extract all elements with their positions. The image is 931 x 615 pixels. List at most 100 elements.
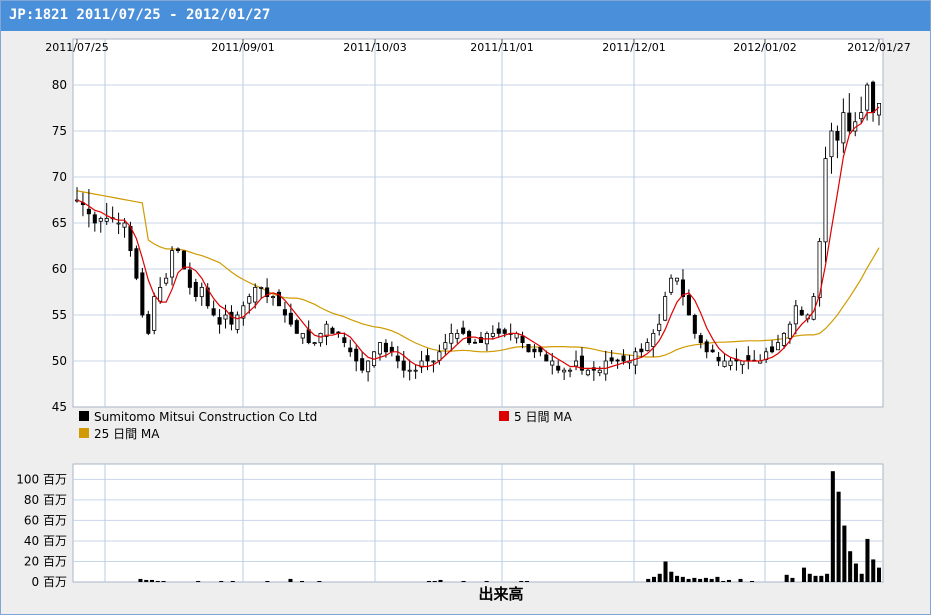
- volume-bar: [230, 580, 235, 582]
- volume-bar: [721, 580, 726, 582]
- volume-bar: [686, 578, 691, 582]
- candle-body: [817, 240, 822, 298]
- candle-body: [146, 314, 151, 334]
- ma5-layer: [76, 106, 880, 369]
- volume-y-tick-label: 100 百万: [16, 472, 67, 486]
- candle-body: [781, 332, 786, 346]
- legend-label: Sumitomo Mitsui Construction Co Ltd: [94, 410, 317, 424]
- candle-body: [455, 332, 460, 339]
- candle-body: [674, 277, 680, 282]
- candle-body: [116, 222, 121, 225]
- volume-bar: [865, 538, 870, 582]
- y-tick-label: 55: [52, 308, 67, 322]
- volume-bar: [871, 559, 876, 582]
- volume-bar: [836, 491, 841, 582]
- candle-body: [573, 360, 579, 367]
- volume-bar: [703, 577, 708, 582]
- volume-bar: [265, 580, 270, 582]
- volume-y-tick-label: 20 百万: [24, 554, 67, 568]
- candle-body: [639, 348, 644, 353]
- y-tick-label: 60: [52, 262, 67, 276]
- candle-body: [389, 346, 394, 353]
- volume-y-tick-label: 60 百万: [24, 513, 67, 527]
- volume-bar: [853, 563, 858, 582]
- volume-bar: [692, 577, 697, 582]
- candle-body: [449, 332, 454, 344]
- chart-svg: 2011/07/25 2011/09/01 2011/10/03 2011/11/01…: [16, 38, 911, 603]
- x-tick-label: 2011/07/25: [45, 41, 108, 54]
- volume-bar: [819, 575, 824, 582]
- volume-bar: [675, 575, 680, 582]
- volume-bar: [807, 573, 812, 582]
- volume-bar: [784, 574, 789, 582]
- candle-body: [841, 112, 846, 144]
- candle-body: [651, 332, 656, 347]
- candles-layer: [74, 80, 882, 382]
- y-tick-label: 75: [52, 124, 67, 138]
- candle-body: [223, 314, 228, 320]
- candle-body: [550, 360, 555, 366]
- candle-body: [354, 348, 359, 362]
- volume-bar: [726, 579, 732, 582]
- candle-body: [526, 344, 531, 353]
- candle-body: [829, 130, 834, 158]
- legend-label: 5 日間 MA: [514, 410, 573, 424]
- candle-body: [722, 360, 727, 367]
- candle-body: [478, 337, 484, 344]
- candle-body: [288, 312, 293, 325]
- candle-body: [152, 296, 157, 331]
- candle-body: [330, 327, 335, 334]
- volume-bar: [842, 525, 847, 582]
- candle-body: [342, 337, 347, 343]
- candle-body: [98, 217, 103, 222]
- volume-bar: [813, 575, 818, 582]
- candle-body: [835, 130, 840, 141]
- y-tick-label: 45: [52, 400, 67, 414]
- volume-bar: [801, 567, 807, 582]
- volume-bar: [155, 580, 160, 582]
- candle-body: [544, 354, 549, 362]
- x-tick-label: 2011/12/01: [602, 41, 665, 54]
- volume-bar: [144, 579, 149, 582]
- candle-body: [443, 342, 448, 350]
- ma25-layer: [76, 190, 880, 358]
- candle-body: [377, 342, 383, 355]
- volume-bar: [698, 578, 703, 582]
- x-tick-label: 2011/09/01: [211, 41, 274, 54]
- candle-body: [312, 342, 317, 345]
- candle-body: [562, 369, 567, 373]
- volume-bar: [219, 580, 224, 582]
- candle-body: [496, 328, 501, 334]
- volume-bar: [646, 578, 651, 582]
- candle-body: [413, 369, 418, 372]
- candle-body: [532, 348, 537, 353]
- candle-body: [568, 369, 573, 372]
- candle-body: [704, 341, 709, 353]
- candle-body: [348, 347, 353, 353]
- candle-body: [306, 329, 311, 343]
- candle-body: [692, 315, 697, 334]
- candle-body: [663, 296, 668, 321]
- candle-body: [876, 103, 882, 116]
- candle-body: [490, 332, 495, 337]
- chart-title: JP:1821 2011/07/25 - 2012/01/27: [9, 7, 271, 23]
- candle-body: [645, 342, 650, 351]
- candle-body: [621, 355, 626, 362]
- volume-bar: [825, 573, 830, 582]
- candle-body: [686, 294, 691, 316]
- volume-bar: [830, 471, 835, 582]
- y-tick-labels: 45 50 55 60 65 70 75 80: [52, 78, 67, 414]
- volume-bar: [461, 580, 466, 582]
- candle-body: [716, 356, 721, 362]
- volume-grid: [73, 464, 883, 582]
- candle-body: [579, 355, 584, 371]
- candle-body: [318, 332, 323, 344]
- ma25-line: [76, 190, 880, 358]
- candle-body: [669, 277, 674, 293]
- candle-body: [698, 335, 703, 343]
- volume-bar: [669, 571, 674, 582]
- candle-body: [793, 305, 798, 325]
- x-tick-label: 2011/11/01: [470, 41, 533, 54]
- candle-body: [431, 360, 436, 363]
